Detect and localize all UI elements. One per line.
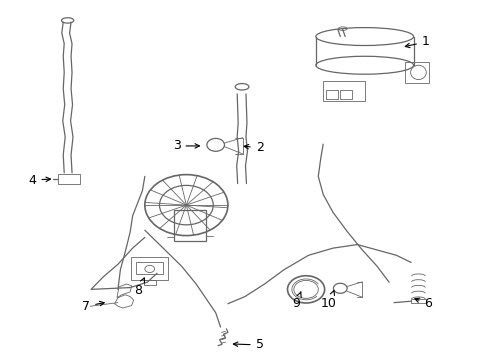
Text: 2: 2	[244, 141, 264, 154]
Bar	[144, 280, 156, 285]
Text: 8: 8	[134, 278, 145, 297]
Bar	[326, 90, 338, 99]
Bar	[323, 81, 365, 101]
Text: 5: 5	[233, 338, 264, 351]
Text: 1: 1	[405, 35, 430, 49]
Bar	[136, 262, 163, 274]
Text: 4: 4	[28, 174, 50, 186]
Bar	[411, 299, 426, 303]
Bar	[174, 211, 206, 241]
Text: 3: 3	[172, 139, 199, 152]
Bar	[405, 62, 429, 83]
Text: 9: 9	[293, 292, 301, 310]
Text: 7: 7	[82, 300, 104, 313]
Bar	[131, 257, 168, 280]
Text: 10: 10	[321, 291, 337, 310]
Text: 6: 6	[415, 297, 432, 310]
Bar	[340, 90, 352, 99]
Bar	[58, 174, 80, 184]
